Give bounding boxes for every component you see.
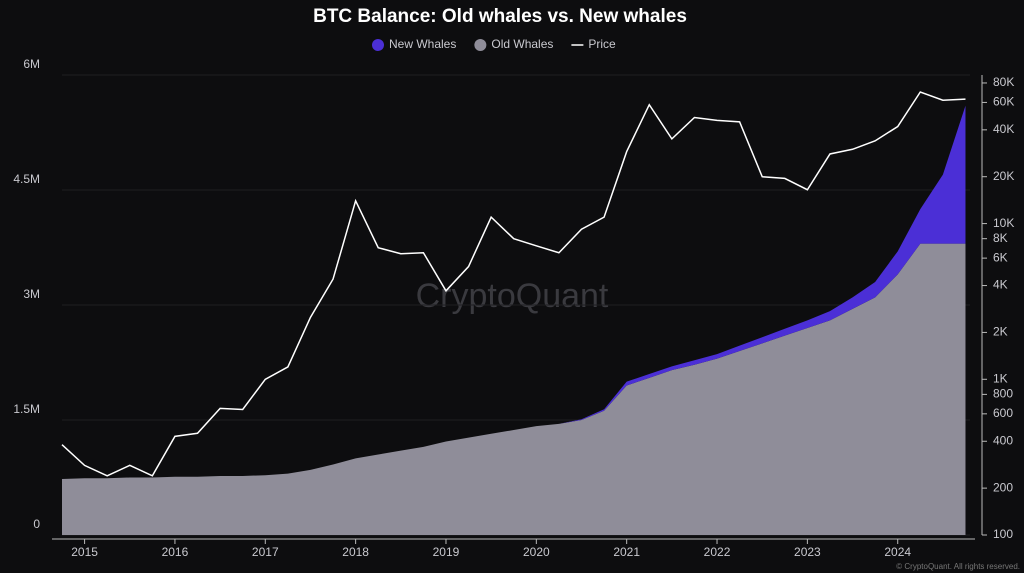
y2-tick-label: 1K: [993, 371, 1008, 385]
legend-label: Price: [588, 37, 616, 51]
x-tick-label: 2020: [523, 545, 550, 559]
y2-tick-label: 200: [993, 480, 1013, 494]
x-tick-label: 2019: [433, 545, 460, 559]
x-tick-label: 2021: [613, 545, 640, 559]
y2-tick-label: 10K: [993, 216, 1014, 230]
y2-tick-label: 8K: [993, 231, 1008, 245]
y2-tick-label: 800: [993, 387, 1013, 401]
y-tick-label: 3M: [23, 287, 40, 301]
x-tick-label: 2022: [704, 545, 731, 559]
y2-tick-label: 2K: [993, 325, 1008, 339]
y2-tick-label: 100: [993, 527, 1013, 541]
x-tick-label: 2024: [884, 545, 911, 559]
y2-tick-label: 20K: [993, 169, 1014, 183]
x-tick-label: 2015: [71, 545, 98, 559]
footer: © CryptoQuant. All rights reserved.: [896, 562, 1020, 571]
x-tick-label: 2018: [342, 545, 369, 559]
y2-tick-label: 60K: [993, 95, 1014, 109]
y2-tick-label: 600: [993, 406, 1013, 420]
legend-marker: [372, 39, 384, 51]
area-old-whales: [62, 243, 966, 535]
y2-tick-label: 4K: [993, 278, 1008, 292]
x-tick-label: 2017: [252, 545, 279, 559]
y-tick-label: 4.5M: [13, 172, 40, 186]
chart-title: BTC Balance: Old whales vs. New whales: [313, 6, 687, 27]
y2-tick-label: 80K: [993, 75, 1014, 89]
x-tick-label: 2016: [162, 545, 189, 559]
y2-tick-label: 6K: [993, 250, 1008, 264]
legend-label: Old Whales: [491, 37, 553, 51]
y2-tick-label: 400: [993, 433, 1013, 447]
legend-label: New Whales: [389, 37, 456, 51]
price-line: [61, 91, 966, 477]
legend-marker: [474, 39, 487, 51]
y2-tick-label: 40K: [993, 122, 1014, 136]
y-tick-label: 0: [33, 517, 40, 531]
watermark: CryptoQuant: [416, 277, 609, 315]
y-tick-label: 1.5M: [13, 402, 40, 416]
x-tick-label: 2023: [794, 545, 821, 559]
y-tick-label: 6M: [23, 57, 40, 71]
